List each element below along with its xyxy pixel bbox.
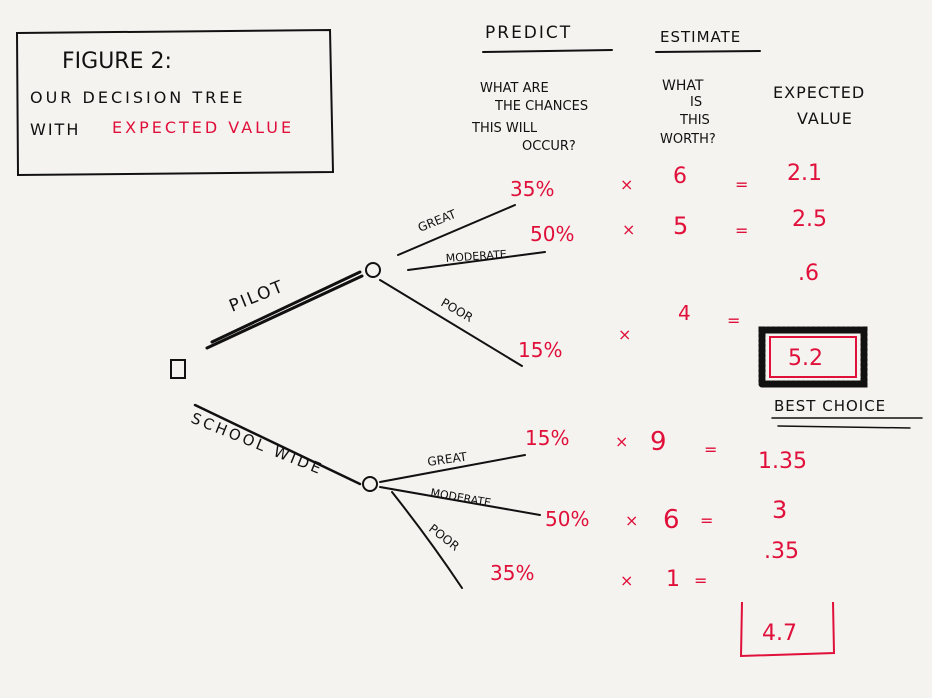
predict-underline — [482, 49, 613, 53]
best-choice-underline — [771, 417, 923, 429]
pilot-moderate-chance: 50% — [530, 222, 574, 246]
pilot-calculations: 35% × 6 = 2.1 50% × 5 = 2.5 15% × 4 = .6… — [510, 161, 923, 429]
pilot-poor-value: .6 — [798, 261, 819, 286]
times-sign: × — [615, 432, 628, 451]
pilot-great-label: GREAT — [416, 207, 459, 235]
school-poor-label: POOR — [426, 521, 462, 553]
equals-sign: = — [700, 511, 713, 530]
equals-sign: = — [735, 175, 748, 194]
equals-sign: = — [694, 571, 707, 590]
pilot-moderate-label: MODERATE — [445, 248, 507, 265]
figure-label: FIGURE 2: — [62, 49, 172, 74]
times-sign: × — [625, 511, 638, 530]
estimate-underline — [655, 50, 761, 53]
school-outcome-lines — [379, 454, 541, 589]
equals-sign: = — [704, 440, 717, 459]
pilot-poor-worth: 4 — [678, 301, 691, 325]
equals-sign: = — [727, 311, 740, 330]
pilot-total-box — [769, 336, 857, 378]
decision-node — [170, 359, 186, 379]
predict-header: PREDICT — [485, 23, 572, 43]
school-total-box — [739, 601, 836, 658]
chances-line-2: THE CHANCES — [494, 99, 588, 114]
worth-line-4: WORTH? — [660, 132, 716, 147]
best-choice-note: BEST CHOICE — [774, 397, 886, 415]
pilot-great-chance: 35% — [510, 177, 554, 201]
estimate-header: ESTIMATE — [660, 28, 741, 46]
school-moderate-worth: 6 — [663, 505, 680, 535]
times-sign: × — [618, 325, 631, 344]
times-sign: × — [620, 571, 633, 590]
expected-line-1: EXPECTED — [773, 83, 865, 102]
tree-structure: PILOT SCHOOL WIDE GREAT MODERATE POOR GR… — [170, 204, 546, 589]
school-wide-label: SCHOOL WIDE — [189, 409, 327, 479]
title-line-3-red: EXPECTED VALUE — [112, 118, 294, 137]
title-box: FIGURE 2: OUR DECISION TREE WITH EXPECTE… — [15, 28, 335, 177]
school-great-worth: 9 — [650, 427, 667, 457]
school-great-chance: 15% — [525, 426, 569, 450]
worth-line-2: IS — [690, 95, 702, 110]
expected-line-2: VALUE — [797, 109, 853, 128]
school-total: 4.7 — [762, 621, 797, 646]
school-moderate-label: MODERATE — [429, 486, 491, 509]
chances-line-4: OCCUR? — [522, 139, 576, 154]
school-poor-worth: 1 — [666, 567, 680, 592]
equals-sign: = — [735, 221, 748, 240]
school-great-label: GREAT — [426, 449, 468, 468]
pilot-chance-node — [365, 262, 381, 278]
chances-line-1: WHAT ARE — [480, 81, 549, 96]
school-wide-branch-line — [193, 403, 362, 486]
pilot-poor-chance: 15% — [518, 338, 562, 362]
school-great-value: 1.35 — [758, 449, 807, 474]
pilot-outcome-lines — [379, 204, 546, 367]
title-box-border — [15, 28, 335, 177]
pilot-branch-line — [205, 270, 364, 350]
worth-line-3: THIS — [679, 113, 710, 128]
school-wide-chance-node — [362, 476, 378, 492]
pilot-great-value: 2.1 — [787, 161, 822, 186]
title-line-3-black: WITH — [30, 120, 80, 139]
pilot-great-worth: 6 — [673, 164, 687, 189]
column-headers: PREDICT ESTIMATE WHAT ARE THE CHANCES TH… — [471, 23, 865, 154]
school-moderate-chance: 50% — [545, 507, 589, 531]
pilot-total: 5.2 — [788, 346, 823, 371]
school-poor-chance: 35% — [490, 561, 534, 585]
pilot-total-hatched-box — [758, 326, 868, 388]
school-moderate-value: 3 — [772, 496, 787, 524]
chances-line-3: THIS WILL — [471, 121, 538, 136]
pilot-moderate-value: 2.5 — [792, 207, 827, 232]
school-poor-value: .35 — [764, 539, 799, 564]
pilot-moderate-worth: 5 — [673, 212, 688, 240]
pilot-poor-label: POOR — [439, 295, 476, 324]
times-sign: × — [620, 175, 633, 194]
times-sign: × — [622, 220, 635, 239]
school-calculations: 15% × 9 = 1.35 50% × 6 = 3 35% × 1 = .35… — [490, 426, 836, 658]
title-line-2: OUR DECISION TREE — [30, 88, 245, 107]
worth-line-1: WHAT — [662, 78, 704, 94]
